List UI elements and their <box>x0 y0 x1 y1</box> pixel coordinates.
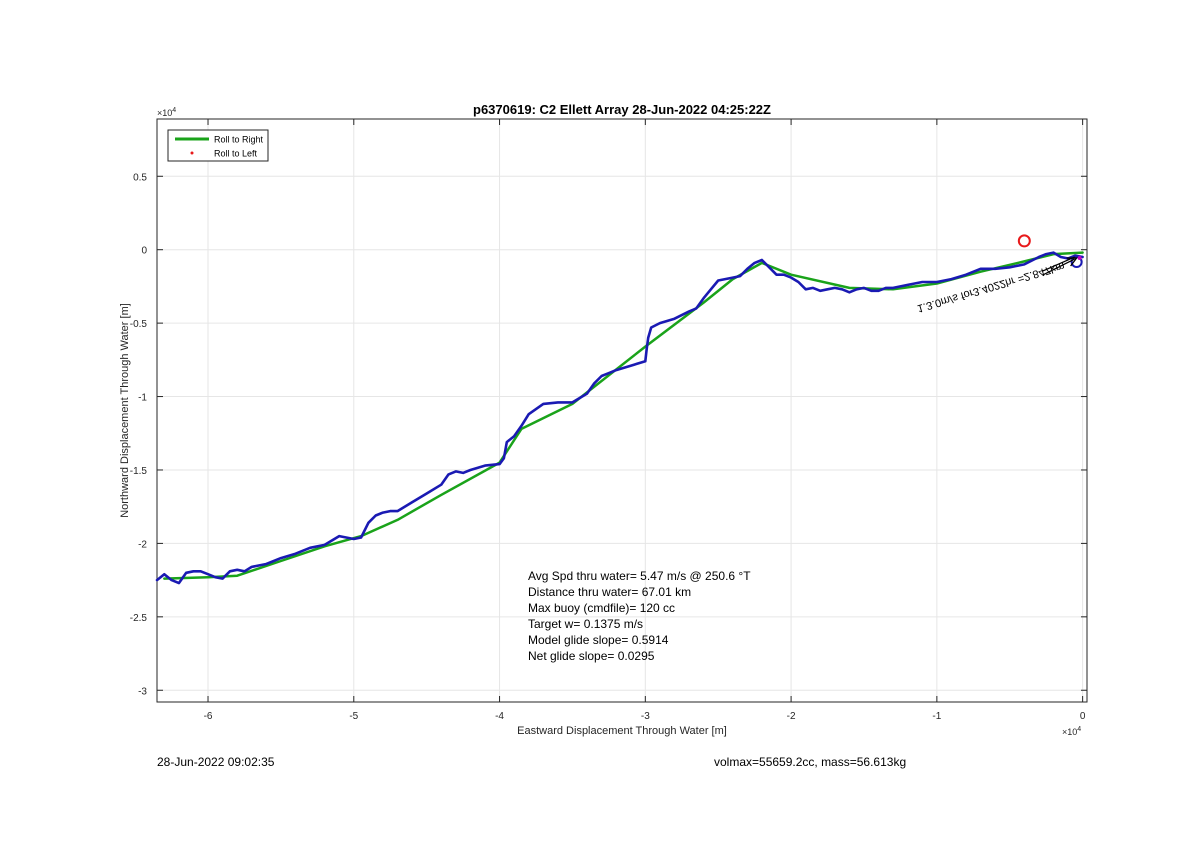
y-tick-label: -1 <box>138 393 147 404</box>
y-axis-label: Northward Displacement Through Water [m] <box>119 303 131 518</box>
direction-arrow-head <box>1066 257 1078 267</box>
x-tick-label: -5 <box>349 711 358 722</box>
direction-arrow-line <box>1042 256 1075 272</box>
series-lines <box>155 251 1084 585</box>
direction-arrow-line <box>1042 258 1075 276</box>
y-tick-label: -2 <box>138 539 147 550</box>
stats-line: Net glide slope= 0.0295 <box>528 649 655 663</box>
y-tick-label: -3 <box>138 686 147 697</box>
y-tick-label: 0 <box>141 246 147 257</box>
x-tick-label: -4 <box>495 711 504 722</box>
x-tick-label: -6 <box>204 711 213 722</box>
chart-title: p6370619: C2 Ellett Array 28-Jun-2022 04… <box>473 102 771 117</box>
end-point-dot <box>1077 256 1082 261</box>
x-tick-label: -1 <box>932 711 941 722</box>
y-exponent-power: 4 <box>172 107 176 114</box>
legend-label: Roll to Left <box>214 149 258 159</box>
stats-line: Target w= 0.1375 m/s <box>528 617 643 631</box>
footer-volmax-mass: volmax=55659.2cc, mass=56.613kg <box>714 755 907 769</box>
stats-line: Avg Spd thru water= 5.47 m/s @ 250.6 °T <box>528 569 751 583</box>
footer-timestamp: 28-Jun-2022 09:02:35 <box>157 755 275 769</box>
x-tick-label: -2 <box>787 711 796 722</box>
x-tick-label: 0 <box>1080 711 1086 722</box>
axes-box <box>156 118 1088 703</box>
chart-text: -6 -5 -4 -3 -2 -1 0 0.5 0 -0.5 -1 -1.5 -2 -2.5 -3 p6370… <box>119 102 1086 737</box>
x-axis-label: Eastward Displacement Through Water [m] <box>517 725 727 737</box>
legend-box <box>167 129 269 162</box>
stats-line: Distance thru water= 67.01 km <box>528 585 691 599</box>
y-tick-label: 0.5 <box>133 172 147 183</box>
x-exponent-label: ×104 <box>1062 726 1081 737</box>
legend: Roll to Right Roll to Left <box>167 129 269 162</box>
series-line-1 <box>155 251 1084 585</box>
y-exponent-label: ×104 <box>157 107 176 118</box>
annotations: 1.3.0m/s for3.4022hr =2.847km <box>916 234 1083 314</box>
y-tick-label: -2.5 <box>130 613 148 624</box>
grid-lines <box>157 119 1087 702</box>
end-circle-marker <box>1070 256 1083 269</box>
y-tick-label: -1.5 <box>130 466 148 477</box>
x-tick-label: -3 <box>641 711 650 722</box>
stats-line: Max buoy (cmdfile)= 120 cc <box>528 601 675 615</box>
stats-line: Model glide slope= 0.5914 <box>528 633 669 647</box>
legend-label: Roll to Right <box>214 135 264 145</box>
x-exponent-power: 4 <box>1077 726 1081 733</box>
legend-swatch-dot <box>190 151 194 155</box>
red-circle-marker <box>1017 234 1031 248</box>
y-tick-label: -0.5 <box>130 319 148 330</box>
ticks <box>157 119 1087 702</box>
